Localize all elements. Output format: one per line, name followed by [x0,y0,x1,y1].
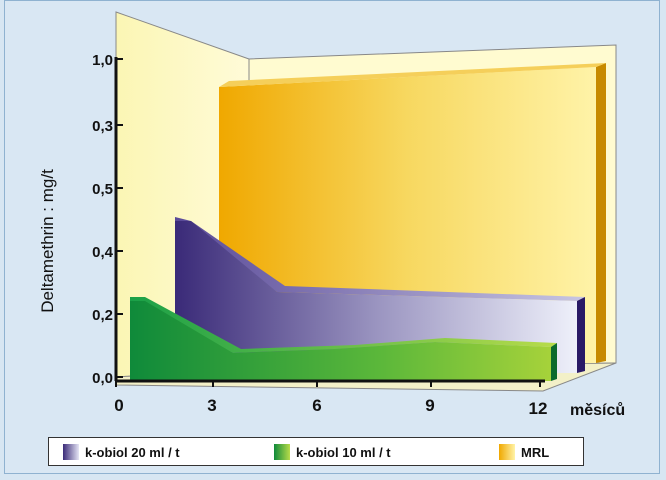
y-tick-label: 0,0 [92,370,113,387]
y-tick-label: 1,0 [92,52,113,69]
kobiol20-ribbon-side [577,297,585,373]
y-ticks [116,58,123,378]
x-ticks [115,381,541,387]
legend-label: k-obiol 20 ml / t [85,444,180,460]
chart-svg: 1,0 0,3 0,5 0,4 0,2 0,0 0 3 6 9 12 měsíc… [38,11,625,419]
x-tick-label: 12 [529,399,548,418]
x-tick-label: 9 [425,396,434,415]
kobiol10-ribbon-side [551,343,557,381]
x-tick-label: 0 [114,396,123,415]
purple-gradient-swatch-icon [63,444,79,460]
legend-label: MRL [521,444,550,460]
x-tick-label: 3 [207,396,216,415]
y-tick-label: 0,2 [92,307,113,324]
kobiol10-ribbon-top [130,297,557,353]
series-kobiol20-ribbon [175,217,585,373]
x-axis-label: měsíců [570,402,625,419]
kobiol20-ribbon-front [175,221,577,373]
legend-item-mrl: MRL [499,442,549,462]
kobiol10-ribbon-front [130,301,551,381]
x-tick-label: 6 [312,396,321,415]
x-tick-labels: 0 3 6 9 12 [114,396,547,418]
yellow-gradient-swatch-icon [499,444,515,460]
green-gradient-swatch-icon [274,444,290,460]
series-kobiol10-ribbon [130,297,557,381]
y-tick-label: 0,4 [92,244,114,261]
mrl-block-side [596,63,606,363]
chart-frame: 1,0 0,3 0,5 0,4 0,2 0,0 0 3 6 9 12 měsíc… [4,0,660,474]
legend: k-obiol 20 ml / t k-obiol 10 ml / t MRL [48,437,584,466]
y-axis-label: Deltamethrin : mg/t [38,169,57,313]
mrl-block-top [219,63,606,87]
legend-item-kobiol10: k-obiol 10 ml / t [274,442,391,462]
legend-label: k-obiol 10 ml / t [296,444,391,460]
y-tick-label: 0,5 [92,181,113,198]
y-tick-label: 0,3 [92,118,113,135]
y-tick-labels: 1,0 0,3 0,5 0,4 0,2 0,0 [92,52,114,387]
legend-item-kobiol20: k-obiol 20 ml / t [63,442,180,462]
